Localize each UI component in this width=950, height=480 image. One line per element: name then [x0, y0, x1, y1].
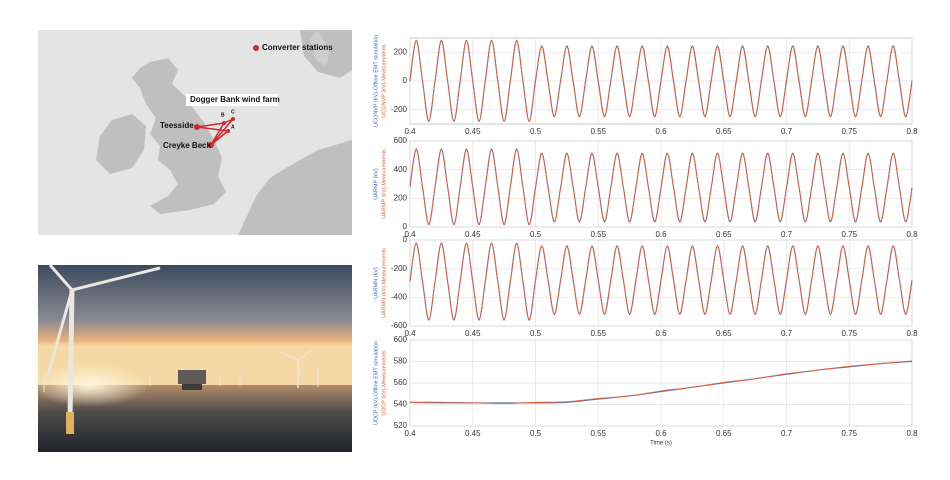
x-tick-label: 0.5 [530, 329, 542, 338]
site-dot [226, 129, 230, 133]
x-tick-label: 0.75 [841, 127, 857, 136]
x-tick-label: 0.7 [781, 127, 793, 136]
x-tick-label: 0.55 [590, 329, 606, 338]
series-line [409, 148, 913, 226]
map-peninsula [310, 30, 330, 66]
x-tick-label: 0.55 [590, 429, 606, 438]
map-great-britain [132, 58, 226, 214]
y-tick-label: 200 [394, 193, 408, 202]
x-tick-label: 0.4 [404, 127, 416, 136]
y-axis-label: UCONVP (kV)-Measurements [381, 44, 387, 117]
x-tick-label: 0.6 [655, 429, 667, 438]
x-tick-label: 0.7 [781, 329, 793, 338]
y-tick-label: -200 [391, 105, 408, 114]
x-tick-label: 0.65 [716, 429, 732, 438]
y-tick-label: 0 [403, 235, 408, 244]
x-tick-label: 0.6 [655, 329, 667, 338]
x-tick-label: 0.8 [906, 127, 918, 136]
map-continent [238, 140, 352, 235]
y-tick-label: 400 [394, 165, 408, 174]
y-axis-label: UDCP (kV)-Measurements [381, 350, 387, 416]
x-tick-label: 0.5 [530, 127, 542, 136]
station-label: Creyke Beck [163, 141, 212, 150]
map-ireland [96, 114, 146, 174]
y-axis-label: UDCP (kV)-Offline EMT simulation [373, 341, 379, 425]
photo-platform [178, 370, 206, 384]
y-axis-label: UARMP (kV)-Measurements [381, 149, 387, 219]
x-tick-label: 0.5 [530, 429, 542, 438]
x-tick-label: 0.5 [530, 230, 542, 239]
y-axis-label: UARMP (kV) [373, 168, 379, 200]
x-tick-label: 0.8 [906, 329, 918, 338]
x-tick-label: 0.4 [404, 429, 416, 438]
y-axis-label: UARMN (kV)-Measurements [381, 248, 387, 318]
x-tick-label: 0.45 [465, 127, 481, 136]
y-tick-label: -400 [391, 292, 408, 301]
x-tick-label: 0.45 [465, 429, 481, 438]
site-dot [231, 117, 235, 121]
wind-farm-label: Dogger Bank wind farm [190, 95, 280, 104]
legend-label: Converter stations [262, 43, 333, 52]
x-tick-label: 0.65 [716, 230, 732, 239]
photo-turbines [43, 264, 319, 421]
y-tick-label: 600 [394, 335, 408, 344]
wind-farm-box [186, 94, 278, 106]
station-label: Teesside [160, 121, 194, 130]
series-line [409, 360, 913, 404]
y-tick-label: 520 [394, 421, 408, 430]
x-tick-label: 0.8 [906, 429, 918, 438]
photo-platform-base [182, 384, 202, 390]
site-dot [222, 121, 226, 125]
station-dot [194, 124, 200, 130]
y-tick-label: 0 [403, 222, 408, 231]
x-tick-label: 0.45 [465, 329, 481, 338]
map: Converter stations Dogger Bank wind farm… [38, 30, 352, 235]
y-tick-label: 200 [394, 47, 408, 56]
y-tick-label: -600 [391, 321, 408, 330]
x-axis-label: Time (s) [650, 441, 672, 447]
y-tick-label: 0 [403, 76, 408, 85]
x-tick-label: 0.75 [841, 429, 857, 438]
y-tick-label: 580 [394, 357, 408, 366]
site-label: B [221, 112, 225, 118]
station-dot [208, 142, 214, 148]
charts: -200 0 200 0.4 0.45 0.5 0.55 0.6 0.65 0.7 0.75 0.8 U… [373, 35, 918, 447]
x-tick-label: 0.75 [841, 329, 857, 338]
x-tick-label: 0.75 [841, 230, 857, 239]
x-tick-label: 0.4 [404, 329, 416, 338]
x-tick-label: 0.55 [590, 230, 606, 239]
x-tick-label: 0.4 [404, 230, 416, 239]
photo-turbine-base [66, 412, 74, 434]
site-label: C [231, 109, 235, 115]
y-axis-label: UARMN (kV) [373, 267, 379, 299]
x-tick-label: 0.7 [781, 429, 793, 438]
x-tick-label: 0.55 [590, 127, 606, 136]
x-tick-label: 0.6 [655, 127, 667, 136]
y-tick-label: 540 [394, 400, 408, 409]
photo-sun [30, 363, 150, 407]
photo [30, 264, 352, 452]
series-line [409, 39, 913, 123]
y-tick-label: 600 [394, 136, 408, 145]
x-tick-label: 0.7 [781, 230, 793, 239]
x-tick-label: 0.8 [906, 230, 918, 239]
legend-dot [253, 45, 259, 51]
series-line [409, 242, 913, 321]
y-tick-label: 560 [394, 378, 408, 387]
x-tick-label: 0.6 [655, 230, 667, 239]
x-tick-label: 0.65 [716, 127, 732, 136]
y-tick-label: -200 [391, 264, 408, 273]
y-axis-label: UCONVP (kV)-Offline EMT simulation [373, 35, 379, 127]
x-tick-label: 0.45 [465, 230, 481, 239]
x-tick-label: 0.65 [716, 329, 732, 338]
site-label: A [231, 124, 235, 130]
